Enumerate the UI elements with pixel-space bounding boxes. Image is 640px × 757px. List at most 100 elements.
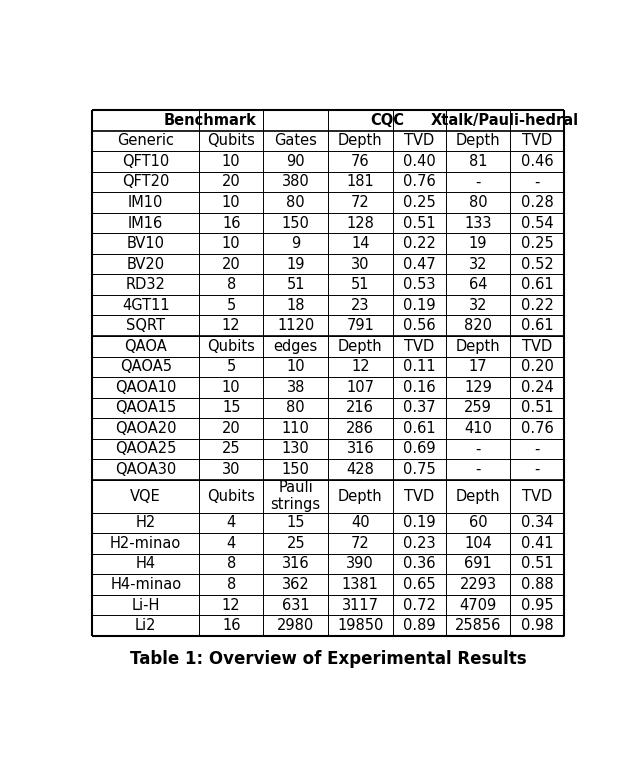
Text: 128: 128 <box>346 216 374 231</box>
Text: Depth: Depth <box>338 133 383 148</box>
Text: 0.76: 0.76 <box>403 174 436 189</box>
Text: 1120: 1120 <box>277 318 314 333</box>
Text: QAOA20: QAOA20 <box>115 421 177 436</box>
Text: 9: 9 <box>291 236 300 251</box>
Text: 12: 12 <box>222 318 241 333</box>
Text: 12: 12 <box>351 360 369 374</box>
Text: 10: 10 <box>222 195 241 210</box>
Text: 150: 150 <box>282 462 310 477</box>
Text: 19: 19 <box>469 236 487 251</box>
Text: 0.72: 0.72 <box>403 597 436 612</box>
Text: QFT20: QFT20 <box>122 174 170 189</box>
Text: -: - <box>534 462 540 477</box>
Text: 362: 362 <box>282 577 310 592</box>
Text: 80: 80 <box>468 195 488 210</box>
Text: H2-minao: H2-minao <box>110 536 181 551</box>
Text: 72: 72 <box>351 536 370 551</box>
Text: 0.89: 0.89 <box>403 618 435 633</box>
Text: 18: 18 <box>287 298 305 313</box>
Text: 5: 5 <box>227 298 236 313</box>
Text: 150: 150 <box>282 216 310 231</box>
Text: 15: 15 <box>222 400 241 416</box>
Text: 14: 14 <box>351 236 369 251</box>
Text: 107: 107 <box>346 380 374 395</box>
Text: -: - <box>476 462 481 477</box>
Text: 0.24: 0.24 <box>520 380 554 395</box>
Text: QFT10: QFT10 <box>122 154 170 169</box>
Text: 20: 20 <box>222 257 241 272</box>
Text: 20: 20 <box>222 174 241 189</box>
Text: 0.65: 0.65 <box>403 577 435 592</box>
Text: Qubits: Qubits <box>207 133 255 148</box>
Text: 0.88: 0.88 <box>521 577 553 592</box>
Text: BV10: BV10 <box>127 236 164 251</box>
Text: 40: 40 <box>351 516 369 531</box>
Text: 8: 8 <box>227 577 236 592</box>
Text: 0.51: 0.51 <box>521 400 553 416</box>
Text: TVD: TVD <box>522 489 552 503</box>
Text: 0.53: 0.53 <box>403 277 435 292</box>
Text: 820: 820 <box>464 318 492 333</box>
Text: 0.61: 0.61 <box>521 277 553 292</box>
Text: 0.22: 0.22 <box>520 298 554 313</box>
Text: 81: 81 <box>469 154 487 169</box>
Text: 10: 10 <box>287 360 305 374</box>
Text: 38: 38 <box>287 380 305 395</box>
Text: 2980: 2980 <box>277 618 314 633</box>
Text: 30: 30 <box>222 462 241 477</box>
Text: Generic: Generic <box>117 133 174 148</box>
Text: CQC: CQC <box>370 113 404 128</box>
Text: 0.75: 0.75 <box>403 462 436 477</box>
Text: TVD: TVD <box>522 339 552 354</box>
Text: 4GT11: 4GT11 <box>122 298 170 313</box>
Text: QAOA30: QAOA30 <box>115 462 176 477</box>
Text: BV20: BV20 <box>127 257 164 272</box>
Text: 19850: 19850 <box>337 618 383 633</box>
Text: QAOA25: QAOA25 <box>115 441 177 456</box>
Text: 32: 32 <box>469 257 487 272</box>
Text: 0.16: 0.16 <box>403 380 435 395</box>
Text: IM10: IM10 <box>128 195 163 210</box>
Text: 4: 4 <box>227 536 236 551</box>
Text: 5: 5 <box>227 360 236 374</box>
Text: 30: 30 <box>351 257 369 272</box>
Text: Depth: Depth <box>456 133 500 148</box>
Text: 286: 286 <box>346 421 374 436</box>
Text: 259: 259 <box>464 400 492 416</box>
Text: Li-H: Li-H <box>131 597 160 612</box>
Text: 17: 17 <box>468 360 488 374</box>
Text: 428: 428 <box>346 462 374 477</box>
Text: -: - <box>534 174 540 189</box>
Text: 0.95: 0.95 <box>521 597 553 612</box>
Text: 8: 8 <box>227 556 236 572</box>
Text: 15: 15 <box>287 516 305 531</box>
Text: 90: 90 <box>287 154 305 169</box>
Text: 0.56: 0.56 <box>403 318 435 333</box>
Text: 16: 16 <box>222 216 241 231</box>
Text: 110: 110 <box>282 421 310 436</box>
Text: 316: 316 <box>346 441 374 456</box>
Text: 64: 64 <box>469 277 487 292</box>
Text: 32: 32 <box>469 298 487 313</box>
Text: 181: 181 <box>346 174 374 189</box>
Text: 0.52: 0.52 <box>520 257 554 272</box>
Text: 8: 8 <box>227 277 236 292</box>
Text: 0.54: 0.54 <box>521 216 553 231</box>
Text: -: - <box>476 174 481 189</box>
Text: 0.20: 0.20 <box>520 360 554 374</box>
Text: 380: 380 <box>282 174 310 189</box>
Text: 0.28: 0.28 <box>520 195 554 210</box>
Text: 3117: 3117 <box>342 597 379 612</box>
Text: 0.19: 0.19 <box>403 516 435 531</box>
Text: -: - <box>534 441 540 456</box>
Text: H4-minao: H4-minao <box>110 577 181 592</box>
Text: 2293: 2293 <box>460 577 497 592</box>
Text: Depth: Depth <box>456 489 500 503</box>
Text: 25856: 25856 <box>455 618 501 633</box>
Text: 0.51: 0.51 <box>521 556 553 572</box>
Text: 76: 76 <box>351 154 369 169</box>
Text: 390: 390 <box>346 556 374 572</box>
Text: 0.23: 0.23 <box>403 536 435 551</box>
Text: VQE: VQE <box>131 489 161 503</box>
Text: Depth: Depth <box>338 489 383 503</box>
